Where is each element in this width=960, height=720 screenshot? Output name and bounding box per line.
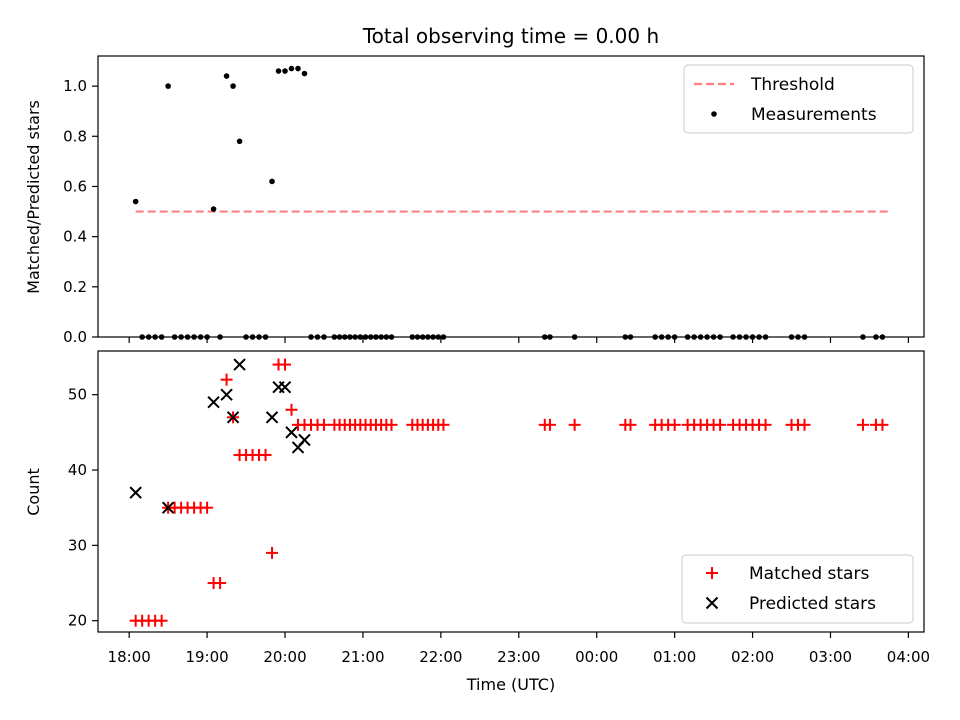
top-ytick-label: 0.6 bbox=[63, 177, 87, 195]
bottom-legend: Matched stars Predicted stars bbox=[681, 554, 914, 624]
matched-star-point bbox=[624, 418, 637, 431]
matched-star-point bbox=[668, 418, 681, 431]
legend-x-marker bbox=[705, 596, 719, 610]
bottom-ytick-label: 50 bbox=[68, 386, 87, 404]
bottom-ytick-label: 40 bbox=[68, 461, 87, 479]
predicted-star-point bbox=[265, 411, 279, 424]
top-axes: 0.0 0.2 0.4 0.6 0.8 1.0 Matched/Predicted sta… bbox=[24, 55, 925, 346]
top-legend-box bbox=[683, 64, 914, 134]
measurement-point bbox=[295, 65, 301, 72]
bottom-ticks: 20 30 40 50 18:00 19:00 20:00 21:00 22:00 23:00 00… bbox=[68, 386, 930, 666]
chart-title: Total observing time = 0.00 h bbox=[362, 24, 659, 48]
bottom-axes: 20 30 40 50 18:00 19:00 20:00 21:00 22:00 23:00 00… bbox=[24, 350, 930, 694]
bottom-xtick-label: 01:00 bbox=[653, 648, 696, 666]
matched-star-point bbox=[759, 418, 772, 431]
predicted-star-point bbox=[298, 433, 311, 447]
legend-predicted-label: Predicted stars bbox=[749, 594, 876, 614]
legend-matched-label: Matched stars bbox=[749, 564, 869, 584]
matched-star-point bbox=[437, 418, 450, 431]
matched-star-point bbox=[543, 418, 556, 431]
top-ytick-label: 0.8 bbox=[63, 127, 87, 145]
bottom-xtick-label: 22:00 bbox=[419, 648, 462, 666]
bottom-ytick-label: 30 bbox=[68, 536, 87, 554]
predicted-star-point bbox=[278, 380, 292, 394]
matched-star-point bbox=[214, 577, 227, 590]
legend-threshold-label: Threshold bbox=[750, 75, 835, 95]
legend-measurements-label: Measurements bbox=[751, 105, 877, 125]
bottom-xtick-label: 20:00 bbox=[263, 648, 306, 666]
bottom-xtick-label: 00:00 bbox=[575, 648, 618, 666]
legend-predicted-swatch bbox=[705, 596, 719, 610]
predicted-star-point bbox=[129, 486, 142, 499]
matched-star-point bbox=[385, 418, 398, 431]
matched-star-point bbox=[714, 418, 727, 431]
measurement-point bbox=[210, 206, 217, 212]
top-ylabel: Matched/Predicted stars bbox=[24, 100, 43, 294]
bottom-xlabel: Time (UTC) bbox=[466, 675, 555, 694]
measurement-point bbox=[275, 68, 282, 74]
measurement-point bbox=[230, 83, 236, 89]
bottom-ytick-label: 20 bbox=[68, 612, 87, 630]
matched-star-point bbox=[568, 418, 581, 431]
matched-star-point bbox=[155, 614, 168, 627]
bottom-xtick-label: 19:00 bbox=[185, 648, 228, 666]
matched-star-point bbox=[285, 403, 298, 416]
predicted-star-point bbox=[161, 501, 175, 514]
measurement-point bbox=[223, 73, 230, 79]
top-ytick-label: 0.4 bbox=[63, 228, 87, 246]
bottom-ylabel: Count bbox=[24, 468, 43, 516]
measurement-point bbox=[132, 198, 139, 205]
bottom-xtick-label: 02:00 bbox=[731, 648, 774, 666]
measurement-point bbox=[165, 83, 171, 89]
legend-plus-marker bbox=[706, 567, 718, 579]
bottom-xtick-label: 04:00 bbox=[887, 648, 930, 666]
top-ytick-label: 1.0 bbox=[63, 77, 87, 95]
matched-star-point bbox=[876, 418, 889, 431]
matched-star-point bbox=[856, 418, 869, 431]
top-legend: Threshold Measurements bbox=[683, 64, 914, 134]
matched-star-point bbox=[317, 418, 330, 431]
bottom-axes-frame bbox=[97, 350, 925, 633]
legend-matched-swatch bbox=[706, 567, 718, 579]
measurement-point bbox=[282, 68, 288, 74]
matched-star-point bbox=[798, 418, 811, 431]
matched-star-point bbox=[259, 448, 272, 461]
top-axes-frame bbox=[97, 55, 925, 338]
matched-star-point bbox=[279, 358, 292, 371]
top-ytick-label: 0.2 bbox=[63, 278, 87, 296]
bottom-marks bbox=[129, 358, 889, 627]
bottom-xtick-label: 03:00 bbox=[809, 648, 852, 666]
top-ticks: 0.0 0.2 0.4 0.6 0.8 1.0 bbox=[63, 77, 910, 346]
predicted-star-point bbox=[220, 388, 233, 401]
matched-star-point bbox=[266, 546, 279, 559]
predicted-star-point bbox=[233, 358, 246, 371]
bottom-legend-box bbox=[681, 554, 914, 624]
measurement-point bbox=[301, 70, 308, 77]
measurement-point bbox=[269, 178, 275, 185]
matched-star-point bbox=[220, 373, 233, 386]
matched-star-point bbox=[201, 501, 214, 514]
measurement-point bbox=[288, 65, 295, 72]
predicted-star-point bbox=[285, 426, 298, 439]
bottom-xtick-label: 18:00 bbox=[108, 648, 151, 666]
predicted-star-point bbox=[226, 411, 240, 424]
predicted-star-point bbox=[207, 396, 220, 409]
top-ytick-label: 0.0 bbox=[63, 328, 87, 346]
legend-measurements-swatch bbox=[711, 111, 717, 117]
bottom-xtick-label: 23:00 bbox=[497, 648, 540, 666]
measurement-point bbox=[236, 138, 243, 145]
bottom-xtick-label: 21:00 bbox=[341, 648, 384, 666]
